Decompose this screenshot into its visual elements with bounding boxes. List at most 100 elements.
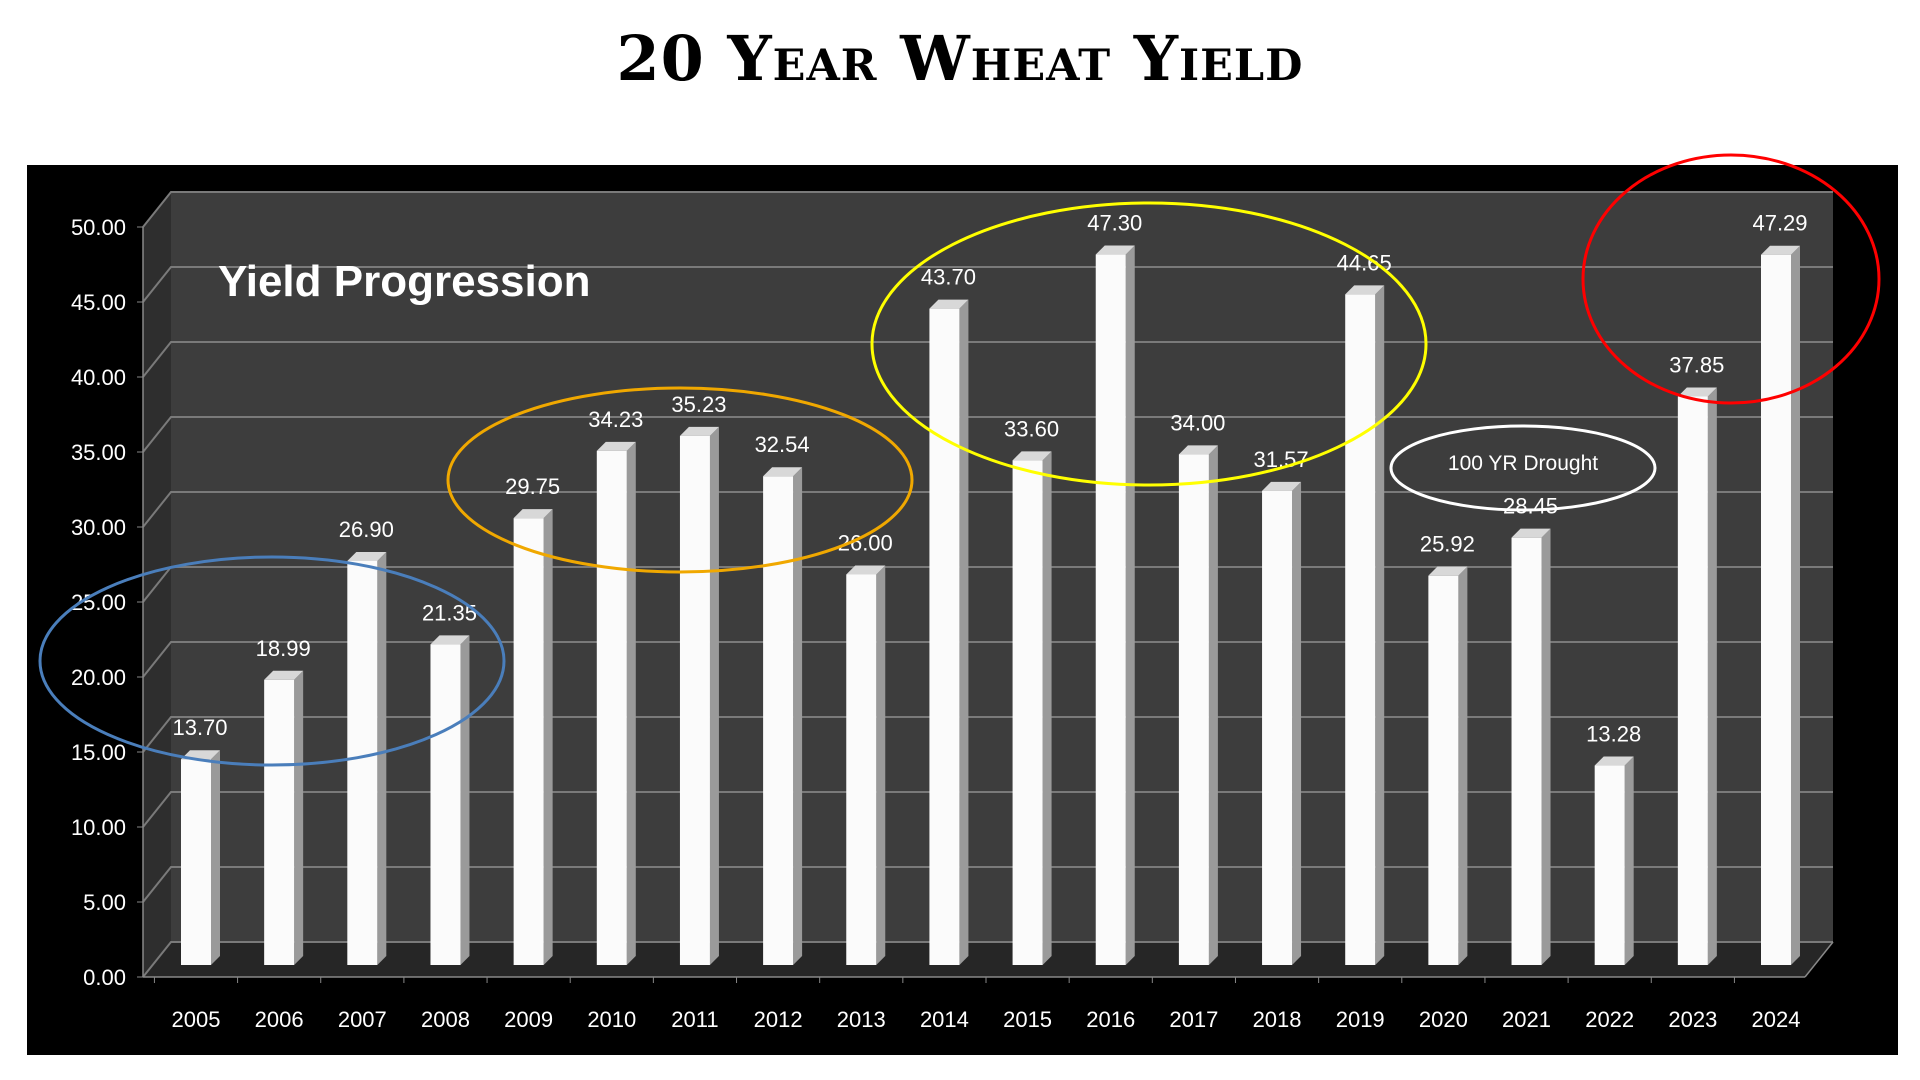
x-tick-label: 2018 (1253, 1007, 1302, 1032)
bar (181, 759, 211, 965)
y-tick-label: 35.00 (71, 440, 126, 465)
bar-top (1262, 481, 1302, 491)
bar (1761, 254, 1791, 965)
gridline (142, 266, 1833, 303)
data-label: 25.92 (1420, 532, 1475, 557)
data-label: 37.85 (1669, 352, 1724, 377)
x-axis-depth (1804, 941, 1834, 978)
bar-side (1375, 285, 1385, 965)
x-axis: 2005 2006 2007 2008 2009 2010 2011 2012 2013 2014… (153, 977, 1800, 1032)
x-tick-label: 2013 (837, 1007, 886, 1032)
bar (264, 679, 295, 965)
bar-top (1095, 245, 1135, 255)
bar-group: 13.70 (172, 715, 228, 965)
x-tick-label: 2010 (587, 1007, 636, 1032)
floor (143, 942, 1833, 977)
bar-top (1511, 528, 1551, 538)
bar-group: 35.23 (671, 392, 726, 965)
bar-group: 33.60 (1004, 416, 1059, 965)
bar-group: 34.00 (1170, 410, 1225, 965)
gridline (142, 416, 1833, 453)
x-tick-label: 2011 (671, 1007, 718, 1032)
bar-top (1677, 387, 1717, 397)
bar-side (1292, 481, 1302, 965)
x-tick-label: 2021 (1502, 1007, 1551, 1032)
data-label: 47.30 (1087, 211, 1142, 236)
bar-group: 47.30 (1087, 211, 1142, 965)
bar-top (929, 299, 969, 309)
x-tick-label: 2009 (504, 1007, 553, 1032)
bar-side (294, 670, 304, 965)
bar-top (1428, 566, 1468, 576)
bar-side (626, 441, 636, 966)
data-label: 29.75 (505, 474, 560, 499)
bar (1594, 765, 1625, 965)
y-tick-label: 20.00 (71, 665, 126, 690)
x-tick-label: 2022 (1585, 1007, 1634, 1032)
bar-side (377, 551, 387, 965)
chart-subtitle: Yield Progression (218, 257, 590, 306)
bar-group: 43.70 (921, 265, 976, 966)
bar-top (264, 670, 304, 680)
bar-side (959, 299, 969, 966)
bar-group: 37.85 (1669, 352, 1724, 965)
bar-group: 25.92 (1420, 532, 1475, 965)
data-label: 13.28 (1586, 722, 1641, 747)
bar-group: 32.54 (755, 432, 810, 965)
bar-side (1125, 245, 1135, 965)
data-label: 26.90 (339, 517, 394, 542)
annotations: 100 YR Drought (38, 153, 1881, 767)
bar (1428, 575, 1459, 965)
bar (1511, 537, 1542, 965)
bar-top (846, 565, 886, 575)
bar-side (1458, 566, 1468, 965)
x-tick-label: 2006 (255, 1007, 304, 1032)
bar-side (1624, 756, 1634, 965)
bar (1262, 490, 1293, 965)
data-label: 47.29 (1752, 211, 1807, 236)
data-label: 33.60 (1004, 416, 1059, 441)
gridline (142, 191, 1833, 228)
bars: 13.7018.9926.9021.3529.7534.2335.2332.54… (172, 211, 1808, 966)
bar-top (1594, 756, 1634, 766)
bar-group: 34.23 (588, 407, 643, 966)
bar-side (793, 467, 803, 965)
x-tick-label: 2020 (1419, 1007, 1468, 1032)
x-tick-label: 2007 (338, 1007, 387, 1032)
data-label: 35.23 (671, 392, 726, 417)
bar-group: 28.45 (1503, 494, 1558, 965)
bar-group: 44.65 (1337, 250, 1392, 965)
bar-group: 18.99 (256, 636, 311, 965)
data-label: 18.99 (256, 636, 311, 661)
y-tick-label: 5.00 (83, 890, 126, 915)
bar-top (347, 551, 387, 561)
y-tick-label: 30.00 (71, 515, 126, 540)
bar (1677, 396, 1708, 965)
bar-group: 47.29 (1752, 211, 1808, 965)
y-tick-label: 50.00 (71, 215, 126, 240)
bar-side (1208, 445, 1218, 965)
highlight-ellipse (446, 386, 914, 574)
annotation-label: 100 YR Drought (1448, 452, 1598, 475)
data-label: 34.23 (588, 407, 643, 432)
y-tick-label: 45.00 (71, 290, 126, 315)
bar-top (763, 467, 803, 477)
gridline (142, 341, 1833, 378)
bar-side (460, 635, 470, 965)
bar (1345, 294, 1376, 965)
bar-group: 31.57 (1254, 447, 1309, 965)
highlight-ellipse (38, 555, 506, 767)
x-tick-label: 2017 (1169, 1007, 1218, 1032)
bar (513, 518, 544, 965)
bar-top (1178, 445, 1218, 455)
bar-group: 26.90 (339, 517, 394, 965)
bar (763, 476, 794, 965)
bar-side (876, 565, 886, 965)
bar-side (211, 750, 220, 965)
bar-top (430, 635, 470, 645)
y-tick-label: 40.00 (71, 365, 126, 390)
y-tick-label: 0.00 (83, 965, 126, 990)
y-tick-label: 15.00 (71, 740, 126, 765)
data-label: 13.70 (172, 715, 227, 740)
